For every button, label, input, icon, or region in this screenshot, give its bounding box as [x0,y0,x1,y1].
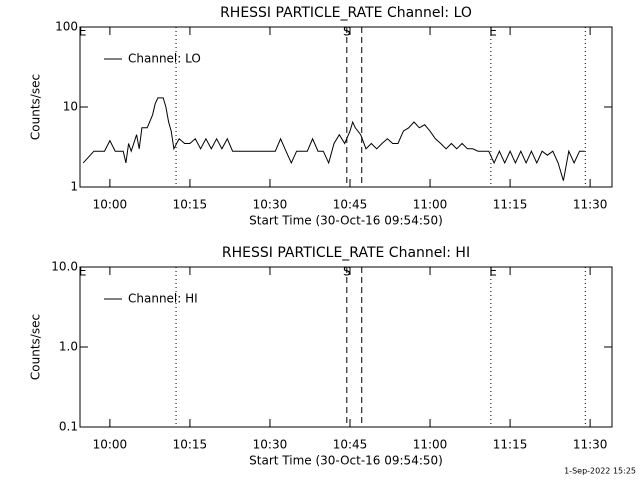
y-axis-label: Counts/sec [29,314,43,380]
annotation: E [79,25,87,39]
y-tick-label: 100 [55,20,78,34]
annotation: E [489,265,497,279]
x-tick-label: 10:45 [333,438,368,452]
y-tick-label: 10.0 [51,260,78,274]
x-tick-label: 10:00 [93,438,128,452]
chart-title: RHESSI PARTICLE_RATE Channel: LO [220,5,472,21]
x-tick-label: 10:00 [93,198,128,212]
x-tick-label: 10:15 [173,438,208,452]
x-tick-label: 10:30 [253,438,288,452]
y-tick-label: 10 [63,100,78,114]
x-tick-label: 11:15 [493,198,528,212]
x-tick-label: 10:45 [333,198,368,212]
y-tick-label: 0.1 [59,420,78,434]
x-tick-label: 11:15 [493,438,528,452]
y-tick-label: 1.0 [59,340,78,354]
x-tick-label: 11:30 [573,198,608,212]
footer: 1-Sep-2022 15:25 [564,467,636,476]
y-axis-label: Counts/sec [29,74,43,140]
data-line [82,97,585,181]
x-tick-label: 10:30 [253,198,288,212]
x-axis-label: Start Time (30-Oct-16 09:54:50) [249,214,443,228]
x-tick-label: 11:00 [413,438,448,452]
annotation: E [79,265,87,279]
annotation: E [489,25,497,39]
x-tick-label: 11:00 [413,198,448,212]
chart-title: RHESSI PARTICLE_RATE Channel: HI [222,245,470,261]
x-tick-label: 11:30 [573,438,608,452]
legend-label: Channel: LO [128,52,201,66]
x-tick-label: 10:15 [173,198,208,212]
annotation: S [343,25,351,39]
legend-label: Channel: HI [128,292,198,306]
y-tick-label: 1 [70,180,78,194]
x-axis-label: Start Time (30-Oct-16 09:54:50) [249,454,443,468]
annotation: S [343,265,351,279]
